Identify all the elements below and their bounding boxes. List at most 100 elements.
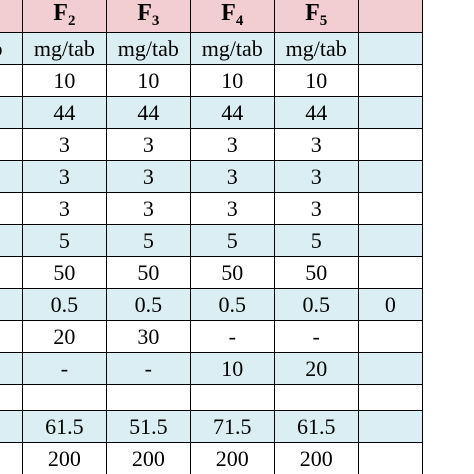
header-f5: F5: [273, 0, 359, 33]
table-cell: .5: [0, 288, 23, 321]
table-cell: [357, 256, 424, 289]
unit-cell: mg/tab: [105, 32, 191, 65]
table-cell: 5: [189, 224, 275, 257]
table-cell: 0: [0, 64, 23, 97]
table-cell: 5: [273, 224, 359, 257]
header-f4: F4: [189, 0, 275, 33]
unit-cell: /tab: [0, 32, 23, 65]
table-cell: 3: [189, 192, 275, 225]
table-cell: [189, 384, 275, 411]
table-cell: -: [105, 352, 191, 385]
table-cell: 5: [105, 224, 191, 257]
table-cell: 50: [189, 256, 275, 289]
unit-cell: [357, 32, 424, 65]
header-f1: F1: [0, 0, 23, 33]
table-cell: -: [21, 352, 107, 385]
table-cell: 3: [105, 192, 191, 225]
table-cell: 4: [0, 96, 23, 129]
table-body: 0101010104444444443333333333333335555505…: [0, 64, 424, 474]
table-cell: [357, 384, 424, 411]
table-cell: 3: [273, 192, 359, 225]
table-cell: 30: [105, 320, 191, 353]
unit-cell: mg/tab: [21, 32, 107, 65]
table-row: 00200200200200: [0, 442, 424, 474]
table-cell: 44: [21, 96, 107, 129]
table-cell: 44: [189, 96, 275, 129]
table-cell: 44: [273, 96, 359, 129]
table-row: 1.561.551.571.561.5: [0, 410, 424, 443]
table-cell: 3: [273, 128, 359, 161]
unit-cell: mg/tab: [273, 32, 359, 65]
table-cell: [357, 160, 424, 193]
table-cell: 44: [105, 96, 191, 129]
table-cell: 3: [0, 160, 23, 193]
table-cell: 3: [0, 128, 23, 161]
table-cell: 0.5: [21, 288, 107, 321]
table-cell: 71.5: [189, 410, 275, 443]
table-row: 050505050: [0, 256, 424, 289]
table-cell: 3: [0, 192, 23, 225]
header-f3: F3: [105, 0, 191, 33]
table-cell: [357, 224, 424, 257]
table-cell: 200: [21, 442, 107, 474]
table-row: 010101010: [0, 64, 424, 97]
table-cell: 3: [105, 160, 191, 193]
table-cell: 61.5: [21, 410, 107, 443]
formulation-table: F1 F2 F3 F4 F5 /tab mg/tab mg/tab mg/tab…: [0, 0, 424, 474]
unit-cell: mg/tab: [189, 32, 275, 65]
table-cell: 00: [0, 442, 23, 474]
table-cell: 1.5: [0, 410, 23, 443]
table-cell: [357, 192, 424, 225]
table-cell: 3: [21, 160, 107, 193]
table-cell: [357, 352, 424, 385]
table-cell: -: [189, 320, 275, 353]
table-cell: 3: [273, 160, 359, 193]
table-cell: 10: [189, 64, 275, 97]
table-cell: -: [273, 320, 359, 353]
table-cell: 0.5: [273, 288, 359, 321]
table-cell: [357, 96, 424, 129]
table-cell: 51.5: [105, 410, 191, 443]
table-cell: 200: [189, 442, 275, 474]
table-cell: 20: [273, 352, 359, 385]
table-row: .50.50.50.50.50: [0, 288, 424, 321]
table-cell: 3: [21, 128, 107, 161]
table-cell: 200: [273, 442, 359, 474]
table-cell: 10: [189, 352, 275, 385]
header-f6: [357, 0, 424, 33]
table-cell: 5: [0, 224, 23, 257]
table-cell: [273, 384, 359, 411]
table-cell: 0.5: [189, 288, 275, 321]
table-cell: 3: [21, 192, 107, 225]
header-row: F1 F2 F3 F4 F5: [0, 0, 424, 33]
table-cell: 0.5: [105, 288, 191, 321]
table-cell: [21, 384, 107, 411]
header-f2: F2: [21, 0, 107, 33]
table-cell: [357, 64, 424, 97]
table-cell: 5: [21, 224, 107, 257]
table-cell: 3: [189, 160, 275, 193]
table-cell: [357, 410, 424, 443]
table-cell: 20: [21, 320, 107, 353]
table-cell: 3: [105, 128, 191, 161]
table-row: 444444444: [0, 96, 424, 129]
table-cell: 3: [189, 128, 275, 161]
table-cell: 0: [357, 288, 424, 321]
table-cell: 200: [105, 442, 191, 474]
table-cell: [0, 384, 23, 411]
table-cell: 0: [0, 320, 23, 353]
table-row: [0, 384, 424, 411]
table-cell: 0: [0, 256, 23, 289]
table-cell: 10: [273, 64, 359, 97]
table-cell: 61.5: [273, 410, 359, 443]
table-cell: [105, 384, 191, 411]
table-cell: 50: [273, 256, 359, 289]
table-cell: [357, 320, 424, 353]
table-row: - -10 20: [0, 352, 424, 385]
